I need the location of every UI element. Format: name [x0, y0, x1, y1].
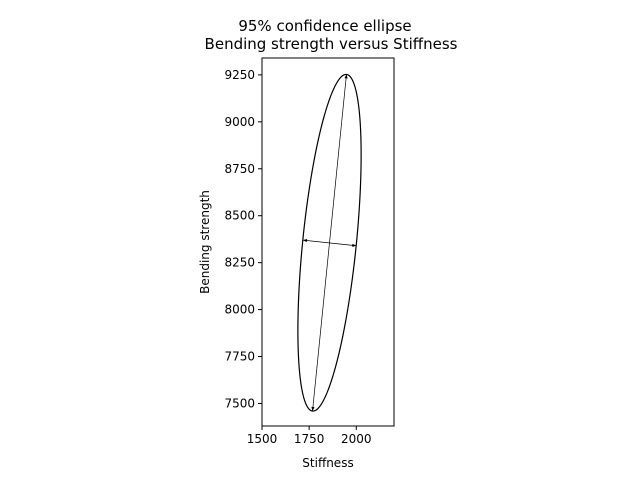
ticks-layer: 1500 1750 2000 7500 7750 8000 8250 8500 8750 9000… — [224, 68, 371, 446]
major-axis-arrowhead — [344, 74, 348, 79]
y-tick-label: 7500 — [224, 396, 255, 410]
ellipse-layer — [297, 73, 362, 412]
axes-frame — [261, 57, 395, 427]
chart-subtitle: Bending strength versus Stiffness — [205, 35, 458, 53]
y-tick-label: 8750 — [224, 162, 255, 176]
x-tick-label: 2000 — [341, 432, 372, 446]
minor-axis-arrowhead — [352, 243, 357, 247]
y-tick-label: 8500 — [224, 209, 255, 223]
y-tick-label: 9000 — [224, 115, 255, 129]
x-tick-label: 1500 — [247, 432, 278, 446]
major-axis-arrowhead — [311, 406, 315, 411]
x-axis-label: Stiffness — [302, 456, 353, 470]
chart-title: 95% confidence ellipse — [238, 17, 411, 35]
minor-axis-line — [302, 239, 357, 247]
y-tick-label: 9250 — [224, 68, 255, 82]
y-axis-label: Bending strength — [198, 190, 212, 294]
y-tick-label: 8000 — [224, 303, 255, 317]
confidence-ellipse — [297, 73, 362, 412]
minor-axis-arrowhead — [302, 238, 308, 243]
y-tick-label: 7750 — [224, 350, 255, 364]
y-tick-label: 8250 — [224, 256, 255, 270]
plot-area: 1500 1750 2000 7500 7750 8000 8250 8500 8750 9000… — [224, 57, 395, 446]
x-tick-label: 1750 — [294, 432, 325, 446]
